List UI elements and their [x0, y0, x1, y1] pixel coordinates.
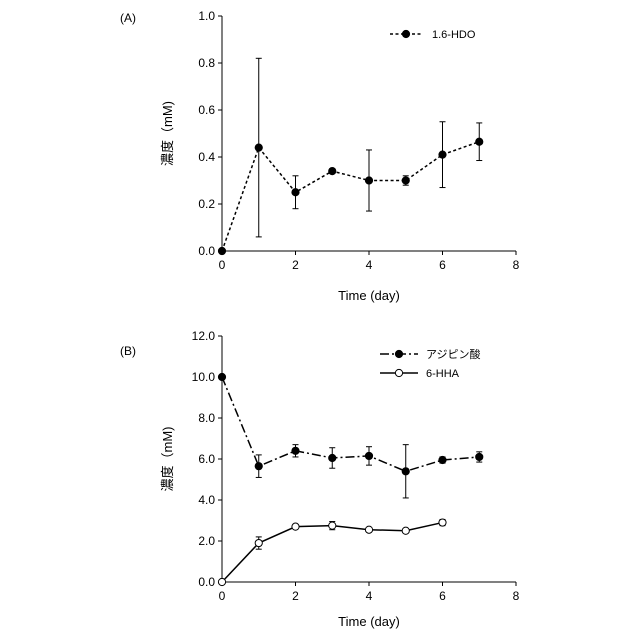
- data-point: [291, 188, 300, 197]
- y-tick-label: 10.0: [192, 370, 216, 384]
- data-point: [364, 525, 374, 534]
- x-tick-label: 0: [219, 589, 226, 603]
- data-point: [328, 521, 337, 530]
- y-tick-label: 8.0: [198, 411, 215, 425]
- data-point: [401, 467, 410, 476]
- y-axis-title: 濃度（mM): [160, 101, 175, 166]
- y-tick-label: 12.0: [192, 329, 216, 343]
- data-point: [291, 522, 300, 531]
- data-point: [401, 176, 410, 185]
- y-axis-title: 濃度（mM): [160, 427, 175, 492]
- x-tick-label: 8: [513, 589, 520, 603]
- x-tick-label: 0: [219, 258, 226, 272]
- y-tick-label: 0.6: [198, 103, 215, 117]
- legend-label: アジピン酸: [426, 347, 481, 361]
- series-line: [221, 376, 480, 473]
- data-point: [364, 451, 374, 461]
- data-point: [217, 372, 227, 382]
- data-point: [217, 577, 227, 587]
- legend-marker: [394, 368, 404, 378]
- legend-entry: 6-HHA: [380, 368, 460, 380]
- legend-entry: 1.6-HDO: [390, 29, 476, 41]
- data-point: [328, 453, 337, 463]
- x-axis-title: Time (day): [338, 288, 400, 303]
- x-tick-label: 2: [292, 589, 299, 603]
- data-point: [438, 455, 447, 465]
- data-point: [475, 137, 484, 146]
- data-point: [291, 446, 300, 455]
- series-1: [217, 518, 447, 587]
- data-point: [401, 526, 410, 535]
- x-tick-label: 2: [292, 258, 299, 272]
- panel-label: (B): [120, 344, 136, 358]
- y-tick-label: 1.0: [198, 9, 215, 23]
- data-point: [217, 246, 227, 256]
- x-tick-label: 4: [366, 589, 373, 603]
- y-tick-label: 0.0: [198, 244, 215, 258]
- data-point: [254, 538, 263, 548]
- y-tick-label: 4.0: [198, 493, 215, 507]
- data-point: [364, 176, 374, 185]
- legend-marker: [394, 349, 404, 359]
- data-point: [328, 167, 337, 176]
- x-tick-label: 4: [366, 258, 373, 272]
- data-point: [438, 518, 447, 527]
- series-0: [217, 372, 484, 499]
- x-tick-label: 8: [513, 258, 520, 272]
- x-tick-label: 6: [439, 589, 446, 603]
- data-point: [475, 452, 484, 462]
- data-point: [438, 150, 447, 159]
- legend-marker: [401, 29, 411, 39]
- y-tick-label: 0.2: [198, 197, 215, 211]
- data-point: [254, 143, 263, 152]
- y-tick-label: 0.8: [198, 56, 215, 70]
- legend-label: 1.6-HDO: [432, 29, 476, 41]
- panel-label: (A): [120, 11, 136, 25]
- series-0: [217, 57, 484, 256]
- data-point: [254, 462, 263, 471]
- panel-a: (A) 0.0 0.2 0.4 0.6 0.8 1.0 0 2 4 6 8 Time (day) 濃度（m…: [120, 9, 520, 303]
- y-tick-label: 2.0: [198, 534, 215, 548]
- legend-entry: アジピン酸: [380, 347, 481, 361]
- x-tick-label: 6: [439, 258, 446, 272]
- y-tick-label: 0.0: [198, 575, 215, 589]
- x-axis-title: Time (day): [338, 614, 400, 629]
- legend-label: 6-HHA: [426, 368, 460, 380]
- y-tick-label: 6.0: [198, 452, 215, 466]
- y-tick-label: 0.4: [198, 150, 215, 164]
- panel-b: (B) 0.0 2.0 4.0 6.0 8.0 10.0 12.0 0 2 4 6 8 Time (day…: [120, 329, 520, 629]
